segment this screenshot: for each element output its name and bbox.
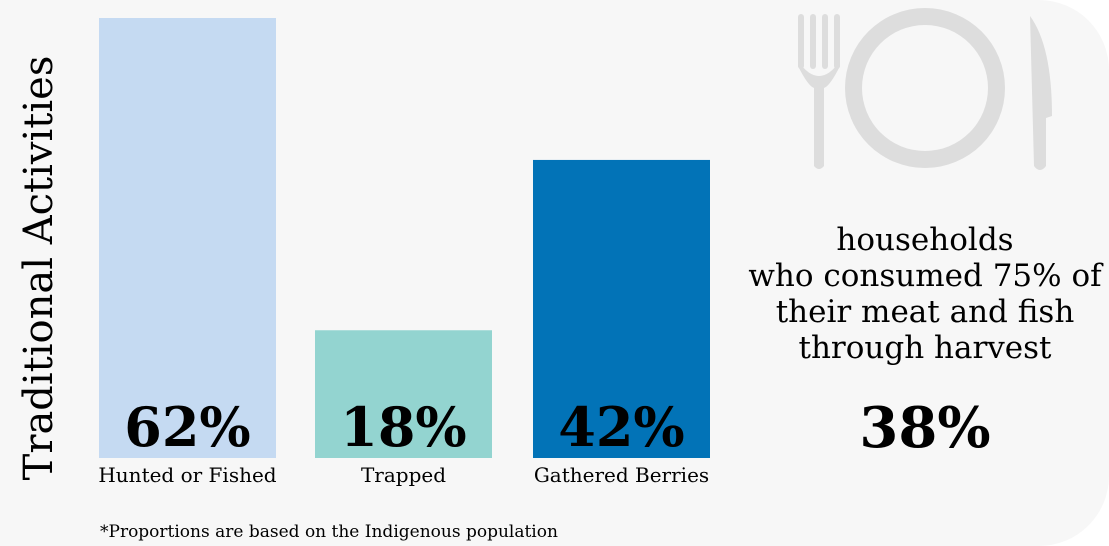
footnote: *Proportions are based on the Indigenous…	[100, 522, 558, 542]
category-label: Gathered Berries	[534, 463, 709, 487]
category-label: Hunted or Fished	[98, 463, 276, 487]
bar-value-label: 62%	[124, 395, 250, 459]
plate-fork-knife-icon	[798, 8, 1052, 170]
bar-3	[533, 159, 710, 458]
bars-layer: 62% Hunted or Fished 18% Trapped 42% Gathered…	[98, 18, 710, 487]
y-axis-label: Traditional Activities	[16, 56, 62, 481]
side-caption: households who consumed 75% of their mea…	[748, 222, 1102, 366]
bar-value-label: 18%	[340, 395, 466, 459]
bar-2	[315, 330, 492, 458]
bar-1	[99, 18, 276, 458]
side-value: 38%	[859, 395, 991, 461]
bar-value-label: 42%	[558, 395, 684, 459]
category-label: Trapped	[361, 463, 446, 487]
